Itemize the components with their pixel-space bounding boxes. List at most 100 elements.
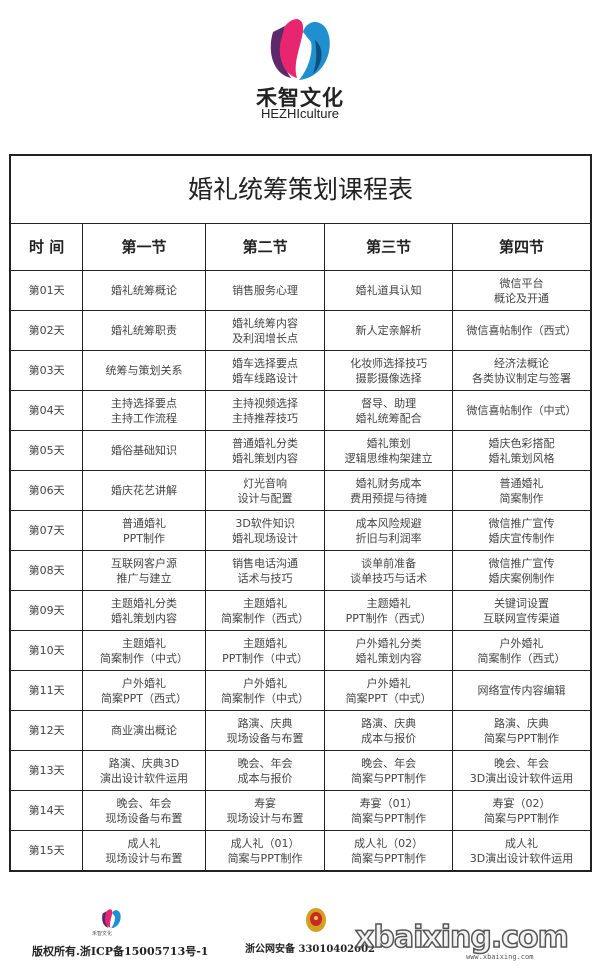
day-cell: 第02天: [9, 310, 84, 351]
brand-name-cn: 禾智文化: [256, 86, 344, 110]
course-line: 现场设计与布置: [105, 851, 183, 865]
table-row: 第02天 婚礼统筹职责 婚礼统筹内容 及利润增长点 新人定亲解析 微信喜帖制作（西式）: [9, 310, 592, 351]
day-cell: 第07天: [9, 510, 84, 551]
course-cell: 主题婚礼 简案制作（中式）: [82, 630, 206, 671]
course-line: 主题婚礼分类: [111, 596, 177, 610]
course-line: 婚车选择要点: [232, 356, 299, 370]
course-line: 婚车线路设计: [232, 371, 299, 385]
course-cell: 寿宴 现场设计与布置: [204, 790, 326, 831]
course-cell: 寿宴（01） 简案与PPT制作: [324, 790, 453, 831]
table-row: 第07天 普通婚礼 PPT制作 3D软件知识 婚礼现场设计 成本风险规避 折旧与利润率 微信推…: [9, 510, 592, 551]
course-line: 主持选择要点: [111, 396, 177, 410]
course-cell: 3D软件知识 婚礼现场设计: [204, 510, 326, 551]
table-title: 婚礼统筹策划课程表: [9, 154, 592, 224]
course-cell: 主题婚礼 PPT制作（西式）: [324, 590, 453, 631]
course-cell: 婚庆色彩搭配 婚礼策划风格: [451, 430, 592, 471]
watermark-url: www.xbaixing.com: [466, 953, 534, 961]
table-row: 第06天 婚庆花艺讲解 灯光音响 设计与配置 婚礼财务成本 费用预提与待摊 普通婚礼 简案制作: [9, 470, 592, 511]
course-line: 路演、庆典3D: [108, 756, 180, 770]
header-time: 时 间: [9, 223, 84, 271]
course-cell: 成人礼 现场设计与布置: [82, 830, 206, 872]
course-line: PPT制作（中式）: [222, 651, 309, 665]
course-cell: 主题婚礼分类 婚礼策划内容: [82, 590, 206, 631]
course-line: 普通婚礼分类: [232, 436, 299, 450]
course-cell: 成人礼（02） 简案与PPT制作: [324, 830, 453, 872]
course-line: 成人礼（02）: [354, 836, 424, 850]
course-line: 摄影摄像选择: [355, 371, 422, 385]
course-line: 微信喜帖制作（中式）: [466, 404, 577, 417]
table-row: 第15天 成人礼 现场设计与布置 成人礼（01） 简案与PPT制作 成人礼（02） 简案与P…: [9, 830, 592, 872]
course-line: 婚礼统筹配合: [355, 411, 422, 425]
course-line: 各类协议制定与签署: [471, 371, 571, 385]
course-line: 户外婚礼: [243, 676, 288, 690]
course-cell: 户外婚礼 简案PPT（中式）: [324, 670, 453, 711]
course-line: 3D软件知识: [235, 516, 295, 530]
course-line: 演出设计软件运用: [100, 771, 188, 785]
course-cell: 成本风险规避 折旧与利润率: [324, 510, 453, 551]
day-cell: 第03天: [9, 350, 84, 391]
day-cell: 第05天: [9, 430, 84, 471]
course-cell: 经济法概论 各类协议制定与签署: [451, 350, 592, 391]
day-cell: 第04天: [9, 390, 84, 431]
course-line: 逻辑思维构架建立: [344, 451, 433, 465]
day-cell: 第14天: [9, 790, 84, 831]
course-line: 关键词设置: [493, 596, 549, 610]
header-row: 时 间 第一节 第二节 第三节 第四节: [9, 223, 592, 271]
course-line: 主题婚礼: [122, 636, 166, 650]
course-cell: 户外婚礼分类 婚礼策划内容: [324, 630, 453, 671]
day-cell: 第12天: [9, 710, 84, 751]
course-line: 微信推广宣传: [488, 516, 555, 530]
course-line: 婚礼统筹内容: [232, 316, 299, 330]
course-line: 微信喜帖制作（西式）: [466, 324, 577, 337]
course-line: 简案制作: [499, 491, 544, 505]
course-cell: 主持选择要点 主持工作流程: [82, 390, 206, 431]
course-line: 婚礼统筹概论: [111, 284, 177, 297]
course-line: 3D演出设计软件运用: [469, 851, 574, 865]
course-cell: 成人礼（01） 简案与PPT制作: [204, 830, 326, 872]
header-session-4: 第四节: [451, 223, 592, 271]
course-line: 晚会、年会: [237, 756, 293, 770]
course-cell: 路演、庆典 现场设备与布置: [204, 710, 326, 751]
course-line: 简案与PPT制作: [483, 731, 559, 745]
course-cell: 灯光音响 设计与配置: [204, 470, 326, 511]
course-line: 主题婚礼: [366, 596, 411, 610]
course-cell: 互联网客户源 推广与建立: [82, 550, 206, 591]
course-line: 晚会、年会: [116, 796, 172, 810]
day-cell: 第15天: [9, 830, 84, 872]
course-cell: 婚庆花艺讲解: [82, 470, 206, 511]
course-cell: 路演、庆典3D 演出设计软件运用: [82, 750, 206, 791]
course-line: 现场设备与布置: [105, 811, 183, 825]
course-line: 成人礼: [504, 836, 538, 850]
course-line: 主持推荐技巧: [232, 411, 299, 425]
course-line: 成本与报价: [237, 771, 293, 785]
header-session-2: 第二节: [204, 223, 326, 271]
course-cell: 微信平台 概论及开通: [451, 270, 592, 311]
course-line: 婚礼道具认知: [355, 284, 422, 297]
course-line: 户外婚礼: [499, 636, 544, 650]
course-line: 商业演出概论: [111, 724, 177, 737]
header-session-1: 第一节: [82, 223, 206, 271]
course-line: 微信平台: [499, 276, 544, 290]
course-line: 督导、助理: [361, 396, 417, 410]
course-line: 概论及开通: [493, 291, 549, 305]
course-line: 简案与PPT制作: [227, 851, 303, 865]
day-cell: 第10天: [9, 630, 84, 671]
day-cell: 第01天: [9, 270, 84, 311]
header-session-3: 第三节: [324, 223, 453, 271]
police-record-text: 浙公网安备 33010402002: [245, 944, 376, 955]
course-cell: 成人礼 3D演出设计软件运用: [451, 830, 592, 872]
course-cell: 晚会、年会 成本与报价: [204, 750, 326, 791]
course-line: 成人礼: [127, 836, 161, 850]
course-line: 成人礼（01）: [230, 836, 300, 850]
course-line: 谈单前准备: [361, 556, 417, 570]
course-cell: 路演、庆典 简案与PPT制作: [451, 710, 592, 751]
course-cell: 关键词设置 互联网宣传渠道: [451, 590, 592, 631]
course-line: 谈单技巧与话术: [350, 571, 428, 585]
table-row: 第09天 主题婚礼分类 婚礼策划内容 主题婚礼 简案制作（西式） 主题婚礼 PPT制作（西式…: [9, 590, 592, 631]
course-line: 简案与PPT制作: [351, 851, 427, 865]
course-cell: 普通婚礼 简案制作: [451, 470, 592, 511]
course-line: 简案PPT（西式）: [101, 691, 187, 705]
course-cell: 微信喜帖制作（西式）: [451, 310, 592, 351]
course-line: 主持视频选择: [232, 396, 299, 410]
course-line: 晚会、年会: [493, 756, 549, 770]
